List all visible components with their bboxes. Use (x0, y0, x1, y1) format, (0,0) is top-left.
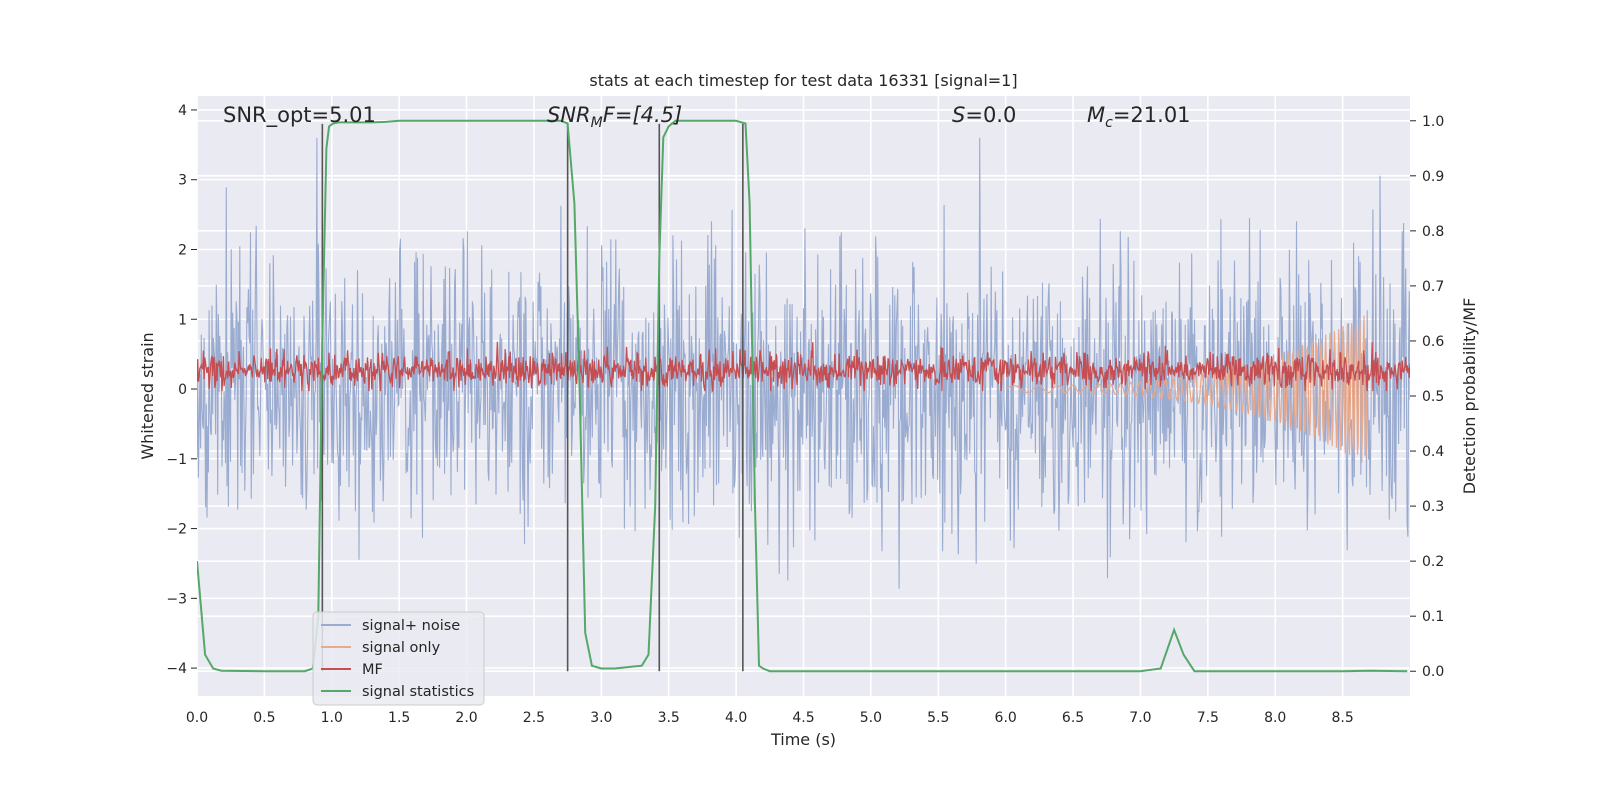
y2-tick-label: 0.0 (1422, 664, 1444, 680)
x-tick-label: 3.5 (658, 710, 680, 726)
x-axis-label: Time (s) (770, 730, 836, 749)
x-tick-label: 7.5 (1197, 710, 1219, 726)
x-tick-label: 4.0 (725, 710, 747, 726)
x-tick-label: 6.5 (1062, 710, 1084, 726)
legend-label: signal+ noise (362, 618, 460, 634)
series-line-signal-statistics (197, 119, 1408, 673)
s-italic: S (952, 103, 965, 127)
s-annotation: S=0.0 (952, 103, 1016, 127)
snr-mf-annotation: SNRMF=[4.5] (547, 103, 682, 131)
series-layer (197, 119, 1410, 673)
x-tick-label: 4.5 (792, 710, 814, 726)
y2-tick-label: 0.8 (1422, 224, 1444, 240)
y2-axis-label: Detection probability/MF (1460, 298, 1479, 495)
x-tick-label: 5.0 (860, 710, 882, 726)
y2-tick-label: 0.9 (1422, 169, 1444, 185)
x-tick-label: 5.5 (927, 710, 949, 726)
legend-label: signal statistics (362, 684, 474, 700)
y2-tick-label: 1.0 (1422, 114, 1444, 130)
x-tick-label: 6.0 (995, 710, 1017, 726)
y2-tick-label: 0.1 (1422, 609, 1444, 625)
s-rest: =0.0 (965, 103, 1016, 127)
x-tick-label: 3.0 (590, 710, 612, 726)
mc-subscript: c (1105, 115, 1113, 131)
x-tick-label: 8.5 (1331, 710, 1353, 726)
snr-mf-rest: F=[4.5] (603, 103, 682, 127)
legend-label: signal only (362, 640, 441, 656)
x-tick-label: 0.0 (186, 710, 208, 726)
axes: 0.0 0.5 1.0 1.5 2.0 2.5 3.0 3.5 4.0 4.5 5.0 5.5 6.0 6… (166, 103, 1444, 726)
series-line-signal-only (1005, 315, 1368, 463)
y-tick-label: 2 (178, 242, 187, 258)
x-tick-label: 2.5 (523, 710, 545, 726)
y-tick-label: 3 (178, 173, 187, 189)
y-tick-label: 4 (178, 103, 187, 119)
y2-tick-label: 0.6 (1422, 334, 1444, 350)
x-tick-label: 8.0 (1264, 710, 1286, 726)
y-tick-label: 1 (178, 312, 187, 328)
x-tick-label: 0.5 (253, 710, 275, 726)
snr-mf-subscript: M (591, 115, 603, 131)
y2-tick-label: 0.4 (1422, 444, 1444, 460)
legend: signal+ noise signal only MF signal statist… (312, 611, 485, 706)
x-tick-label: 2.0 (455, 710, 477, 726)
y2-tick-label: 0.2 (1422, 554, 1444, 570)
y2-tick-label: 0.3 (1422, 499, 1444, 515)
y-axis-label: Whitened strain (138, 332, 157, 459)
snr-opt-annotation: SNR_opt=5.01 (223, 103, 376, 128)
y-tick-label: −2 (166, 522, 187, 538)
x-tick-label: 1.0 (321, 710, 343, 726)
y-tick-label: −3 (166, 591, 187, 607)
y2-tick-label: 0.7 (1422, 279, 1444, 295)
mc-annotation: Mc=21.01 (1087, 103, 1191, 131)
y2-tick-label: 0.5 (1422, 389, 1444, 405)
mc-rest: =21.01 (1113, 103, 1191, 127)
y-tick-label: −4 (166, 661, 187, 677)
y-tick-label: −1 (166, 452, 187, 468)
chart-title: stats at each timestep for test data 163… (589, 71, 1017, 90)
x-tick-label: 1.5 (388, 710, 410, 726)
legend-label: MF (362, 662, 383, 678)
y-tick-label: 0 (178, 382, 187, 398)
snr-mf-italic: SNR (547, 103, 591, 127)
legend-box (312, 611, 485, 706)
x-tick-label: 7.0 (1129, 710, 1151, 726)
series-line-mf (197, 341, 1410, 394)
mc-italic: M (1087, 103, 1105, 127)
